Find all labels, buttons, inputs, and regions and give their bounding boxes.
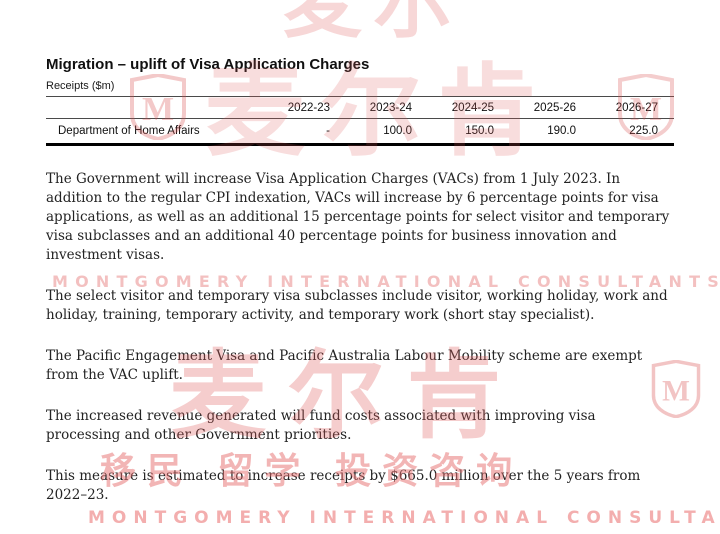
paragraph-vac-increase: The Government will increase Visa Applic… xyxy=(46,171,670,263)
table-header-row: 2022-23 2023-24 2024-25 2025-26 2026-27 xyxy=(46,97,674,119)
table-header-year: 2026-27 xyxy=(615,102,658,114)
table-cell-value: 225.0 xyxy=(629,125,658,137)
table-header-spacer xyxy=(46,102,264,114)
table-header-year: 2022-23 xyxy=(287,102,330,114)
table-cell-value: 190.0 xyxy=(547,125,576,137)
paragraph-revenue-use: The increased revenue generated will fun… xyxy=(46,408,596,443)
paragraph-exemptions: The Pacific Engagement Visa and Pacific … xyxy=(46,348,643,383)
table-row: Department of Home Affairs - 100.0 150.0… xyxy=(46,119,674,146)
table-caption: Receipts ($m) xyxy=(46,80,115,92)
table-header-year: 2024-25 xyxy=(451,102,494,114)
paragraph-estimate: This measure is estimated to increase re… xyxy=(46,468,641,503)
table-header-year: 2025-26 xyxy=(533,102,576,114)
receipts-table: 2022-23 2023-24 2024-25 2025-26 2026-27 … xyxy=(46,96,674,146)
body-text: The Government will increase Visa Applic… xyxy=(46,170,674,527)
table-cell-value: 100.0 xyxy=(383,125,412,137)
page-title: Migration – uplift of Visa Application C… xyxy=(46,56,370,73)
table-cell-value: - xyxy=(326,125,330,137)
paragraph-subclasses: The select visitor and temporary visa su… xyxy=(46,288,668,323)
table-cell-value: 150.0 xyxy=(465,125,494,137)
table-header-year: 2023-24 xyxy=(369,102,412,114)
table-row-label: Department of Home Affairs xyxy=(58,125,200,137)
